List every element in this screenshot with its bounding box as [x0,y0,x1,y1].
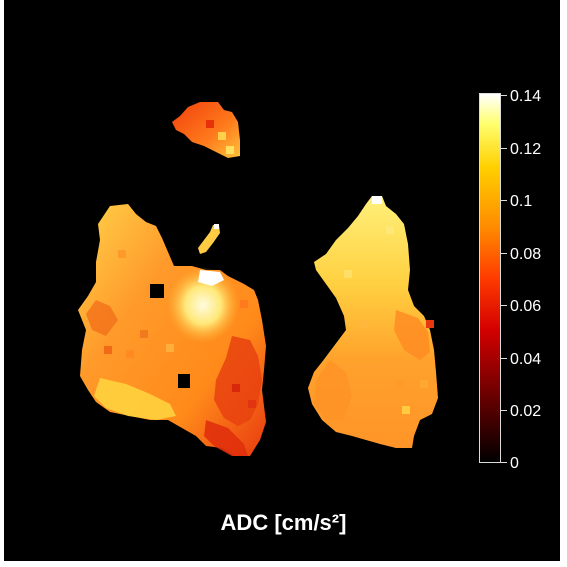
colorbar-units-label: ADC [cm/s²] [220,510,347,535]
colorbar-tick-label: 0.12 [510,141,542,158]
colorbar-tick-label: 0.14 [510,88,542,105]
colorbar-tick-label: 0.04 [510,351,542,368]
colorbar-tick [501,200,507,201]
colorbar-gradient [480,94,500,462]
colorbar-tick-label: 0 [510,455,519,472]
colorbar-tick [501,95,507,96]
left-region [78,204,266,456]
colorbar-tick-label: 0.02 [510,403,542,420]
colorbar-tick-label: 0.08 [510,246,542,263]
right-region [308,196,438,448]
colorbar-tick [501,462,507,463]
colorbar-tick [501,358,507,359]
colorbar-tick [501,410,507,411]
colorbar-tick [501,305,507,306]
colorbar-tick [501,148,507,149]
colorbar-tick-label: 0.06 [510,298,542,315]
colorbar-tick [501,253,507,254]
colorbar-tick-label: 0.1 [510,193,533,210]
thin-streak [198,224,220,254]
colorbar [479,93,501,463]
small-region [172,102,240,158]
